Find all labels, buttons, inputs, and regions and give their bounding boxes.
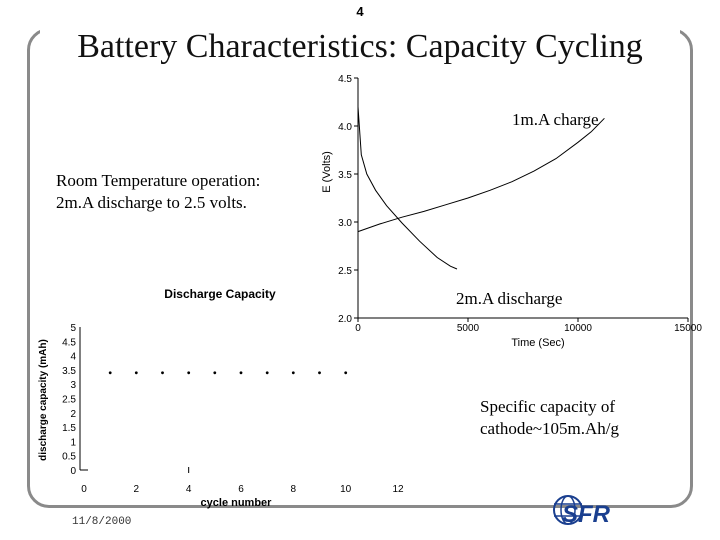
logo-text: SFR xyxy=(562,501,611,528)
specific-capacity-note: Specific capacity of cathode~105m.Ah/g xyxy=(480,396,619,440)
specific-capacity-line-1: Specific capacity of xyxy=(480,397,615,416)
globe-icon xyxy=(553,495,583,525)
room-temperature-note: Room Temperature operation: 2m.A dischar… xyxy=(56,170,260,214)
room-temperature-line-2: 2m.A discharge to 2.5 volts. xyxy=(56,193,247,212)
sfr-logo: SFR xyxy=(553,495,611,528)
date-footer: 11/8/2000 xyxy=(72,516,132,528)
room-temperature-line-1: Room Temperature operation: xyxy=(56,171,261,190)
page-number: 4 xyxy=(356,4,364,19)
slide-title: Battery Characteristics: Capacity Cyclin… xyxy=(40,28,680,66)
specific-capacity-line-2: cathode~105m.Ah/g xyxy=(480,419,620,438)
